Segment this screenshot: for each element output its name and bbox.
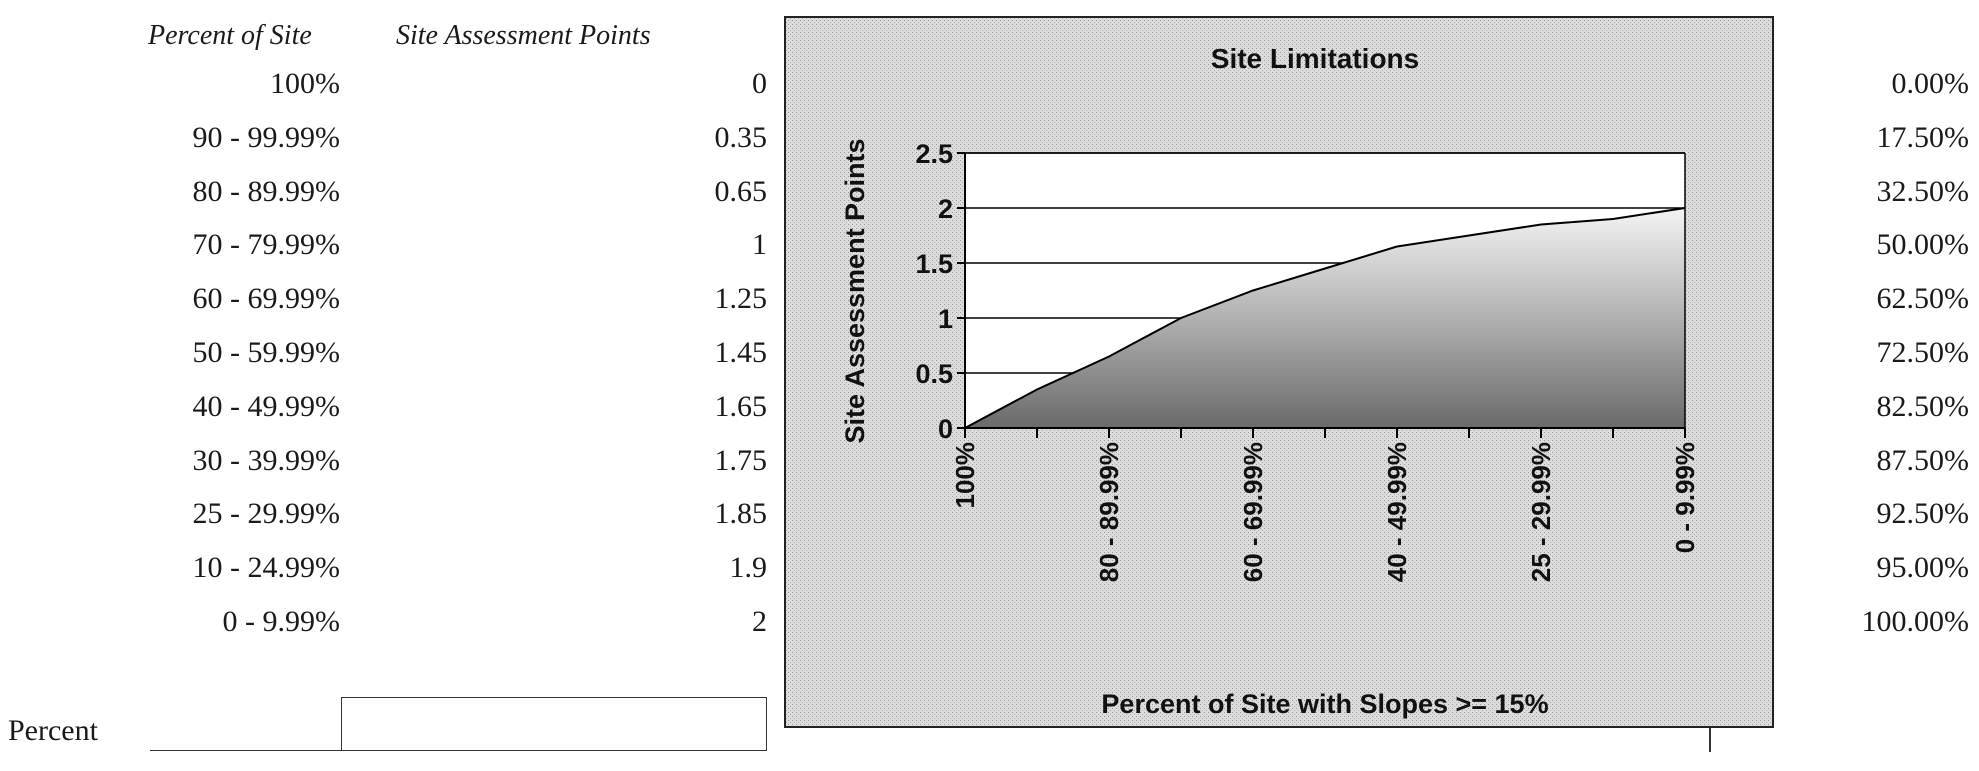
chart-title: Site Limitations	[1211, 43, 1419, 74]
points-cell: 1.75	[714, 443, 768, 477]
percent-value-cell: 32.50%	[1876, 174, 1970, 208]
range-cell: 70 - 79.99%	[192, 228, 340, 262]
area-line	[964, 207, 1686, 429]
points-cell: 1.45	[714, 336, 768, 369]
range-cell: 30 - 39.99%	[192, 443, 340, 477]
points-cell: 0.65	[714, 174, 768, 208]
divider-mark	[1709, 724, 1711, 752]
y-tick-label: 1.5	[915, 249, 953, 279]
x-tick-label: 60 - 69.99%	[1238, 442, 1268, 582]
y-tick-label: 1	[938, 304, 953, 334]
percent-value-cell: 87.50%	[1876, 443, 1970, 477]
x-tick-label: 40 - 49.99%	[1382, 442, 1412, 582]
points-cell: 2	[752, 605, 767, 638]
points-cell: 0.35	[714, 120, 768, 154]
header-site-assessment-points: Site Assessment Points	[396, 20, 651, 51]
area-fill	[965, 208, 1685, 428]
range-cell: 10 - 24.99%	[192, 551, 340, 585]
points-cell: 0	[752, 67, 767, 100]
area-series	[964, 207, 1686, 429]
points-cell: 1.25	[714, 282, 768, 316]
points-cell: 1.85	[714, 497, 768, 531]
percent-value-cell: 72.50%	[1876, 336, 1970, 369]
x-axis-title: Percent of Site with Slopes >= 15%	[1101, 689, 1548, 719]
percent-value-cell: 82.50%	[1876, 389, 1970, 423]
x-tick-label: 80 - 89.99%	[1094, 442, 1124, 582]
percent-value-cell: 50.00%	[1876, 228, 1970, 262]
percent-value-cell: 62.50%	[1876, 282, 1970, 316]
range-cell: 100%	[270, 67, 340, 100]
y-tick-label: 2.5	[915, 139, 953, 169]
percent-value-cell: 17.50%	[1876, 120, 1970, 154]
range-cell: 40 - 49.99%	[192, 389, 340, 423]
x-tick-label: 0 - 9.99%	[1670, 442, 1700, 553]
range-cell: 25 - 29.99%	[192, 497, 340, 531]
y-tick-label: 2	[938, 194, 953, 224]
points-cell: 1	[752, 228, 767, 262]
percent-label: Percent	[8, 714, 98, 747]
x-tick-labels: 100% 80 - 89.99% 60 - 69.99% 40 - 49.99% 25 …	[950, 442, 1700, 582]
site-limitations-chart: 0 0.5 1 1.5 2 2.5 100% 80 - 89.99% 60 - 69.99% 4…	[784, 16, 1774, 728]
y-tick-label: 0	[938, 414, 953, 444]
axes	[957, 152, 1686, 438]
y-axis-title: Site Assessment Points	[840, 138, 870, 443]
percent-value-cell: 95.00%	[1876, 551, 1970, 585]
range-cell: 80 - 89.99%	[192, 174, 340, 208]
percent-input[interactable]	[341, 697, 767, 751]
percent-value-cell: 100.00%	[1861, 605, 1970, 638]
points-cell: 1.9	[729, 551, 768, 585]
percent-value-cell: 0.00%	[1891, 67, 1970, 100]
range-cell: 0 - 9.99%	[222, 605, 340, 638]
x-tick-label: 100%	[950, 442, 980, 509]
percent-value-cell: 92.50%	[1876, 497, 1970, 531]
range-cell: 50 - 59.99%	[192, 336, 340, 369]
percent-underline	[150, 750, 342, 751]
y-tick-label: 0.5	[915, 359, 953, 389]
x-tick-label: 25 - 29.99%	[1526, 442, 1556, 582]
header-percent-of-site: Percent of Site	[148, 20, 312, 51]
y-tick-labels: 0 0.5 1 1.5 2 2.5	[915, 139, 953, 444]
points-cell: 1.65	[714, 389, 768, 423]
range-cell: 60 - 69.99%	[192, 282, 340, 316]
range-cell: 90 - 99.99%	[192, 120, 340, 154]
